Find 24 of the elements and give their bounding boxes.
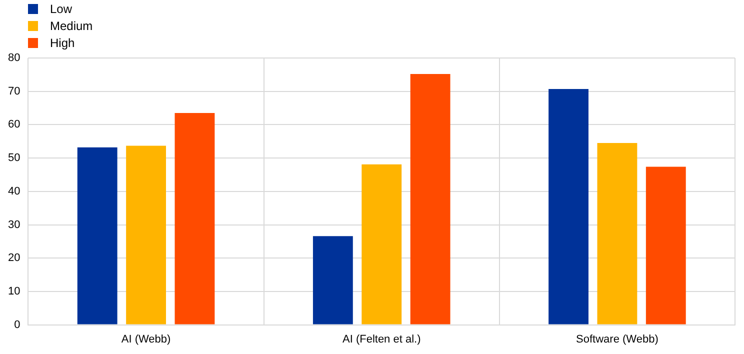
bar <box>126 146 166 324</box>
y-tick-label: 60 <box>8 118 20 131</box>
y-tick-label: 20 <box>8 252 20 264</box>
y-tick-label: 10 <box>8 285 20 298</box>
bar <box>548 89 588 324</box>
bar <box>174 113 215 324</box>
legend-label: High <box>50 36 75 50</box>
x-tick-label: AI (Felten et al.) <box>342 333 421 346</box>
bar <box>597 143 638 324</box>
y-tick-label: 70 <box>8 85 20 98</box>
bar <box>410 74 450 324</box>
bar <box>77 147 118 324</box>
y-tick-label: 30 <box>8 218 20 231</box>
y-tick-label: 50 <box>8 152 20 164</box>
y-tick-label: 0 <box>14 318 20 331</box>
bar <box>362 164 402 324</box>
x-tick-label: AI (Webb) <box>121 333 171 346</box>
bar <box>646 166 686 324</box>
y-tick-label: 80 <box>8 52 20 64</box>
legend-label: Low <box>50 2 72 16</box>
bar <box>312 236 353 324</box>
x-tick-label: Software (Webb) <box>576 333 658 346</box>
y-tick-label: 40 <box>8 185 20 198</box>
legend-label: Medium <box>50 18 93 32</box>
